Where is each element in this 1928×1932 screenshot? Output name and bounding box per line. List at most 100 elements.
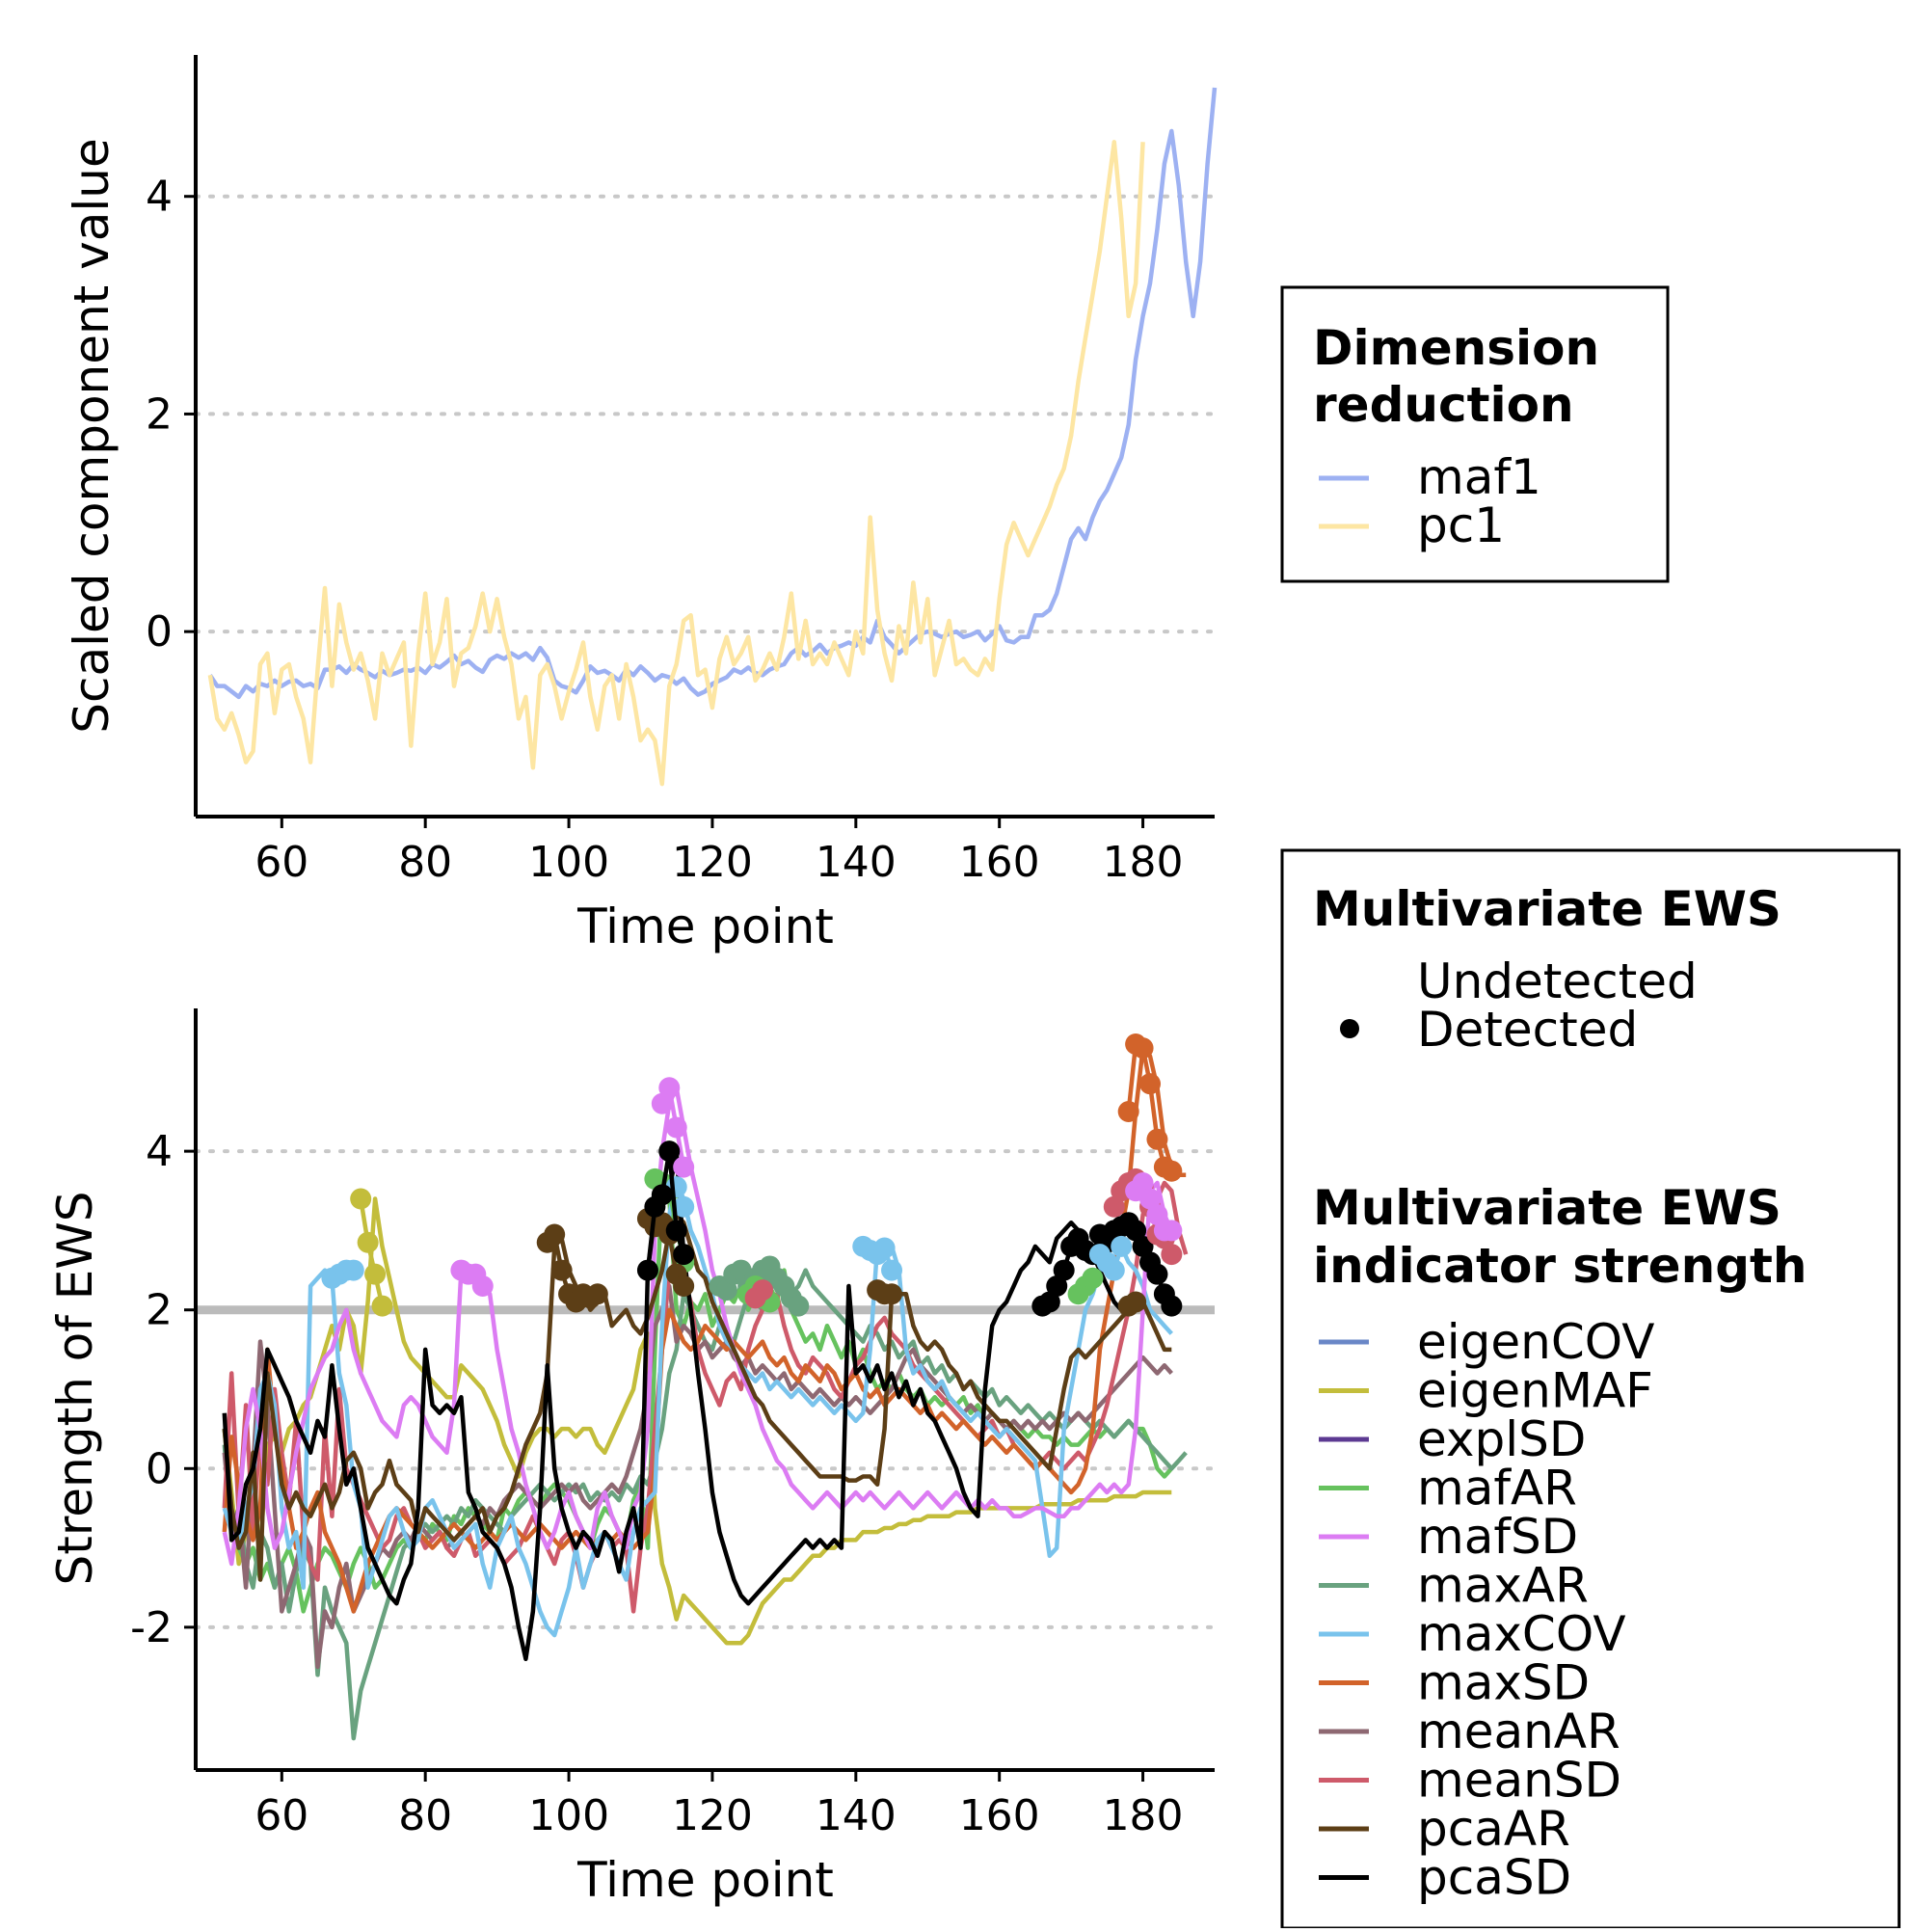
- bottom-panel: 60 80 100 120 140 160 180 -2 0 2 4 Time point Str…: [47, 1008, 1217, 1908]
- top-y-axis-title: Scaled component value: [64, 138, 120, 733]
- dimension-reduction-legend: Dimension reduction maf1 pc1: [1280, 285, 1670, 583]
- legend-label-pcasd: pcaSD: [1417, 1850, 1571, 1906]
- legend-label-maf1: maf1: [1417, 449, 1541, 505]
- top-y-tick-label: 4: [146, 173, 173, 222]
- detected-point-pcaar: [550, 1259, 573, 1281]
- legend-title-indicator-line-2: indicator strength: [1313, 1238, 1807, 1294]
- bot-x-tick-label: 180: [1103, 1791, 1184, 1840]
- indicator-legend-entries: eigenCOVeigenMAFexplSDmafARmafSDmaxARmax…: [1319, 1314, 1654, 1906]
- detected-point-maxcov: [1103, 1259, 1125, 1281]
- legend-label-mafsd: mafSD: [1417, 1509, 1578, 1565]
- bot-y-tick-label: -2: [130, 1603, 173, 1652]
- multivariate-ews-legend: Multivariate EWS Undetected Detected Mul…: [1280, 848, 1901, 1930]
- top-y-tick-label: 2: [146, 389, 173, 439]
- series-line-eigenmaf: [222, 1196, 1172, 1646]
- detected-point-pcasd: [1053, 1259, 1075, 1281]
- top-gridlines: [194, 194, 1217, 634]
- detected-point-meansd: [752, 1279, 774, 1301]
- legend-label-eigenmaf: eigenMAF: [1417, 1363, 1653, 1419]
- top-series-group: [207, 87, 1218, 787]
- detected-point-pcaar: [673, 1275, 695, 1298]
- legend-label-maxcov: maxCOV: [1417, 1606, 1626, 1662]
- detected-point-mafsd: [673, 1156, 695, 1178]
- detected-point-eigenmaf: [350, 1188, 372, 1210]
- bot-x-tick-label: 80: [398, 1791, 452, 1840]
- legend-label-detected: Detected: [1417, 1002, 1638, 1058]
- legend-label-pc1: pc1: [1417, 497, 1505, 553]
- legend-box-multivariate: [1280, 848, 1901, 1930]
- detected-point-pcasd: [665, 1220, 687, 1242]
- bot-x-tick-label: 160: [959, 1791, 1040, 1840]
- top-x-tick-label: 80: [398, 838, 452, 887]
- bot-y-tick-label: 2: [146, 1286, 173, 1335]
- detected-points-group: [321, 1033, 1183, 1317]
- series-line-pcaar: [222, 1212, 1172, 1582]
- detected-point-maxcov: [673, 1195, 695, 1218]
- detected-point-pcasd: [651, 1184, 673, 1206]
- bot-y-tick-label: 4: [146, 1127, 173, 1176]
- detected-point-maxsd: [1132, 1037, 1154, 1060]
- legend-key-detected-dot: [1340, 1019, 1359, 1038]
- detected-point-pcaar: [586, 1283, 608, 1305]
- bottom-x-axis-title: Time point: [576, 1852, 834, 1908]
- detected-point-maxcov: [1111, 1235, 1133, 1257]
- detected-point-mafsd: [1132, 1172, 1154, 1194]
- top-y-tick-label: 0: [146, 607, 173, 657]
- top-x-axis-title: Time point: [576, 899, 834, 954]
- detected-point-eigenmaf: [357, 1231, 379, 1253]
- detected-point-maxsd: [1139, 1073, 1162, 1095]
- detected-point-maxsd: [1161, 1160, 1183, 1182]
- legend-label-maxar: maxAR: [1417, 1558, 1589, 1614]
- detected-point-mafsd: [651, 1092, 673, 1114]
- detected-point-mafar: [1082, 1267, 1104, 1289]
- detected-point-maxcov: [881, 1259, 903, 1281]
- legend-label-explsd: explSD: [1417, 1411, 1586, 1467]
- legend-label-undetected: Undetected: [1417, 953, 1698, 1009]
- bot-x-tick-label: 60: [254, 1791, 308, 1840]
- top-panel: 60 80 100 120 140 160 180 0 2 4 Time point Scale…: [64, 55, 1218, 954]
- bot-y-tick-label: 0: [146, 1444, 173, 1493]
- legend-title-line-2: reduction: [1313, 377, 1574, 433]
- bottom-y-ticks: -2 0 2 4: [130, 1127, 196, 1652]
- series-line-maxcov: [222, 1180, 1173, 1638]
- detected-point-eigenmaf: [364, 1263, 387, 1285]
- detected-point-maxcov: [342, 1259, 364, 1281]
- detected-point-pcasd: [1146, 1263, 1168, 1285]
- detected-point-mafsd: [1146, 1203, 1168, 1225]
- legend-label-meanar: meanAR: [1417, 1704, 1620, 1759]
- legend-label-meansd: meanSD: [1417, 1753, 1621, 1809]
- detected-point-meansd: [1161, 1244, 1183, 1266]
- top-x-tick-label: 100: [528, 838, 609, 887]
- detected-point-mafsd: [471, 1275, 494, 1298]
- legend-box-dimension: [1280, 285, 1670, 583]
- top-y-ticks: 0 2 4: [146, 173, 196, 657]
- detected-point-pcasd: [1038, 1291, 1060, 1313]
- detected-point-mafsd: [1161, 1220, 1183, 1242]
- detected-point-pcasd: [658, 1140, 681, 1163]
- bottom-y-axis-title: Strength of EWS: [47, 1191, 103, 1585]
- detected-point-mafsd: [665, 1116, 687, 1139]
- bottom-x-ticks: 60 80 100 120 140 160 180: [254, 1770, 1184, 1840]
- detected-point-pcasd: [1132, 1235, 1154, 1257]
- bot-x-tick-label: 140: [816, 1791, 897, 1840]
- legend-title-line-1: Dimension: [1313, 320, 1599, 376]
- bot-x-tick-label: 120: [672, 1791, 753, 1840]
- detected-point-pcaar: [881, 1283, 903, 1305]
- top-x-tick-label: 140: [816, 838, 897, 887]
- detected-point-maxcov: [873, 1237, 896, 1259]
- top-x-ticks: 60 80 100 120 140 160 180: [254, 817, 1184, 887]
- series-line-pc1: [207, 140, 1145, 787]
- legend-label-maxsd: maxSD: [1417, 1655, 1590, 1711]
- legend-label-eigencov: eigenCOV: [1417, 1314, 1654, 1370]
- series-line-mafsd: [222, 1086, 1174, 1567]
- detected-point-maxar: [715, 1279, 737, 1301]
- detected-point-pcasd: [1046, 1275, 1068, 1298]
- detected-point-pcasd: [1125, 1220, 1147, 1242]
- detected-point-eigenmaf: [371, 1295, 393, 1317]
- legend-label-mafar: mafAR: [1417, 1461, 1577, 1516]
- detected-point-maxsd: [1117, 1100, 1139, 1122]
- legend-title-indicator-line-1: Multivariate EWS: [1313, 1180, 1781, 1236]
- detected-point-meansd: [1103, 1195, 1125, 1218]
